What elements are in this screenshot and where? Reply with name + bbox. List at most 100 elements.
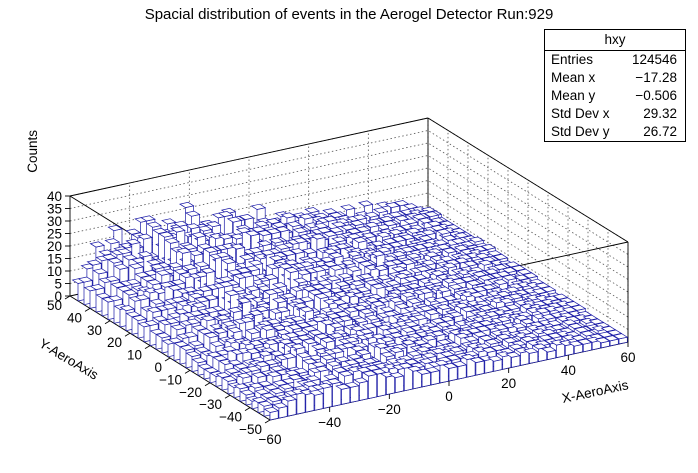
x-tick-label: −40 bbox=[318, 415, 341, 430]
lego-bar-top bbox=[372, 207, 389, 214]
lego-bar-top bbox=[305, 375, 321, 382]
lego-bar-top bbox=[394, 285, 410, 292]
lego-bar-top bbox=[197, 328, 214, 335]
lego-bar-top bbox=[278, 383, 295, 390]
lego-bar-top bbox=[418, 305, 434, 312]
lego-bar-top bbox=[292, 277, 309, 284]
lego-bar-top bbox=[385, 327, 402, 334]
lego-bar-top bbox=[564, 331, 581, 338]
z-tick-label: 30 bbox=[47, 214, 62, 229]
lego-bar-top bbox=[504, 304, 521, 311]
lego-bar-top bbox=[278, 320, 294, 327]
lego-bar-top bbox=[492, 309, 509, 316]
lego-bar-top bbox=[278, 338, 294, 345]
lego-bar-top bbox=[531, 288, 548, 295]
lego-bar bbox=[386, 374, 395, 396]
lego-bar-top bbox=[427, 278, 443, 285]
lego-bar-top bbox=[293, 330, 309, 337]
lego-bar-top bbox=[158, 231, 174, 238]
lego-bar-top bbox=[444, 259, 461, 266]
lego-bar-top bbox=[143, 320, 160, 326]
lego-bar-top bbox=[122, 289, 139, 296]
lego-bar-top bbox=[296, 352, 312, 359]
lego-bar-top bbox=[346, 353, 363, 360]
lego-bar-top bbox=[170, 226, 186, 233]
lego-bar-top bbox=[194, 346, 211, 353]
lego-bar-top bbox=[540, 313, 557, 320]
stats-value: 29.32 bbox=[643, 106, 677, 121]
lego-bar-top bbox=[335, 383, 351, 390]
lego-bar-top bbox=[239, 316, 255, 323]
stats-value: −17.28 bbox=[635, 70, 677, 85]
lego-bar-top bbox=[248, 382, 265, 389]
lego-bar-top bbox=[462, 260, 479, 267]
lego-bar-top bbox=[182, 243, 198, 250]
lego-bar-top bbox=[385, 279, 401, 286]
lego-bar-top bbox=[489, 297, 506, 304]
lego-bar-top bbox=[313, 313, 330, 320]
lego-bar-top bbox=[206, 351, 223, 358]
lego-bar-top bbox=[450, 278, 467, 285]
lego-bar-top bbox=[483, 268, 500, 275]
lego-bar-top bbox=[353, 377, 369, 384]
lego-bar-top bbox=[314, 365, 330, 372]
lego-bar-top bbox=[182, 286, 198, 293]
lego-bar-top bbox=[275, 306, 291, 313]
lego-bar-top bbox=[328, 252, 345, 259]
lego-bar-top bbox=[179, 344, 196, 351]
lego-bar-top bbox=[388, 372, 405, 379]
lego-bar-top bbox=[254, 388, 271, 395]
lego-bar-top bbox=[493, 324, 509, 331]
lego-bar-top bbox=[552, 293, 569, 300]
lego-bar-top bbox=[430, 330, 447, 337]
lego-bar-top bbox=[173, 308, 190, 315]
lego-bar-top bbox=[257, 400, 274, 407]
lego-bar-top bbox=[441, 247, 458, 254]
lego-bar-top bbox=[125, 311, 142, 318]
lego-bar-top bbox=[561, 334, 578, 341]
lego-bar-top bbox=[499, 330, 515, 337]
lego-bar-top bbox=[430, 317, 446, 324]
lego-bar-top bbox=[310, 266, 327, 273]
lego-bar-top bbox=[293, 367, 309, 374]
lego-bar-top bbox=[271, 221, 288, 228]
lego-bar-top bbox=[203, 246, 219, 253]
lego-bar-top bbox=[200, 315, 217, 322]
lego-bar bbox=[368, 373, 378, 400]
lego-bar-top bbox=[173, 268, 189, 275]
lego-bar bbox=[350, 385, 360, 403]
lego-bar-top bbox=[594, 337, 611, 344]
lego-bar-top bbox=[203, 367, 220, 374]
lego-bar-top bbox=[191, 231, 207, 238]
lego-bar-top bbox=[514, 347, 530, 354]
lego-bar-top bbox=[420, 229, 437, 236]
lego-bar-top bbox=[505, 351, 521, 358]
lego-bar-top bbox=[364, 364, 381, 371]
stats-label: Std Dev y bbox=[551, 124, 610, 139]
lego-bar-top bbox=[516, 281, 533, 288]
lego-bar-top bbox=[221, 258, 237, 265]
lego-bar-top bbox=[256, 240, 273, 247]
lego-bar-top bbox=[253, 220, 270, 227]
lego-bar-top bbox=[420, 259, 437, 266]
lego-bar-top bbox=[215, 372, 232, 379]
lego-bar-top bbox=[203, 294, 219, 301]
lego-bar-top bbox=[343, 359, 360, 366]
lego-bar-top bbox=[418, 325, 435, 332]
lego-bar-top bbox=[274, 243, 291, 250]
lego-bar-top bbox=[317, 382, 333, 389]
lego-bar-top bbox=[259, 249, 276, 256]
lego-bar-top bbox=[205, 221, 222, 228]
lego-bar-top bbox=[466, 342, 482, 349]
lego-bar-top bbox=[220, 243, 237, 249]
lego-bar-top bbox=[256, 230, 273, 237]
stats-name: hxy bbox=[545, 30, 685, 51]
lego-bar-top bbox=[229, 243, 246, 250]
lego-bar-top bbox=[358, 328, 375, 335]
lego-bar-top bbox=[107, 295, 124, 302]
lego-bar-top bbox=[376, 324, 393, 331]
lego-bar-top bbox=[525, 307, 542, 314]
lego-bar-top bbox=[281, 352, 297, 359]
lego-bar-top bbox=[290, 343, 306, 350]
